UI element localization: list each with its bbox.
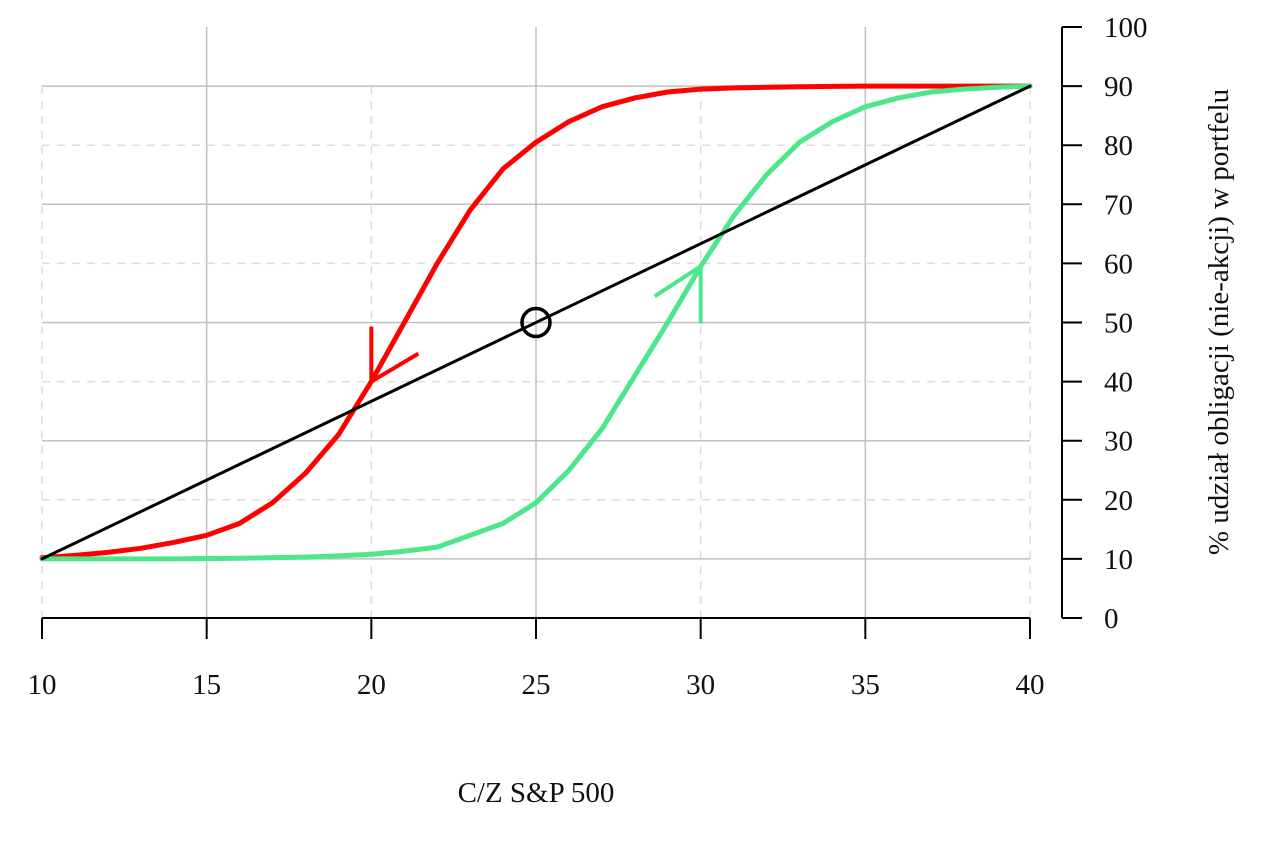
x-tick-label: 15 [192,669,221,701]
y-tick-label: 90 [1104,71,1133,103]
y-tick-label: 0 [1104,603,1119,635]
y-tick-label: 60 [1104,248,1133,280]
direction-arrow-icon [653,262,703,324]
circle-marker [520,306,552,339]
direction-arrow-icon [369,326,420,386]
y-tick-label: 30 [1104,426,1133,458]
y-tick-label: 10 [1104,544,1133,576]
y-tick-label: 40 [1104,367,1133,399]
x-tick-label: 25 [522,669,551,701]
x-tick-label: 35 [851,669,880,701]
y-tick-label: 100 [1104,12,1148,44]
axes: 10 15 20 25 30 35 40 0 10 20 30 40 50 60 70 80 90 100 [28,12,1148,701]
x-tick-label: 30 [686,669,715,701]
red-curve-falling-path [39,83,1033,561]
x-axis-title: C/Z S&P 500 [458,777,615,809]
green-curve-rising-path [39,83,1033,562]
y-tick-label: 80 [1104,130,1133,162]
y-tick-label: 50 [1104,308,1133,340]
x-tick-label: 20 [357,669,386,701]
y-axis-title: % udział obligacji (nie-akcji) w portfel… [1203,89,1235,555]
x-tick-label: 40 [1016,669,1045,701]
y-tick-label: 20 [1104,485,1133,517]
x-tick-label: 10 [28,669,57,701]
black-linear-line [40,84,1032,561]
y-tick-label: 70 [1104,189,1133,221]
series-layer [39,83,1033,562]
